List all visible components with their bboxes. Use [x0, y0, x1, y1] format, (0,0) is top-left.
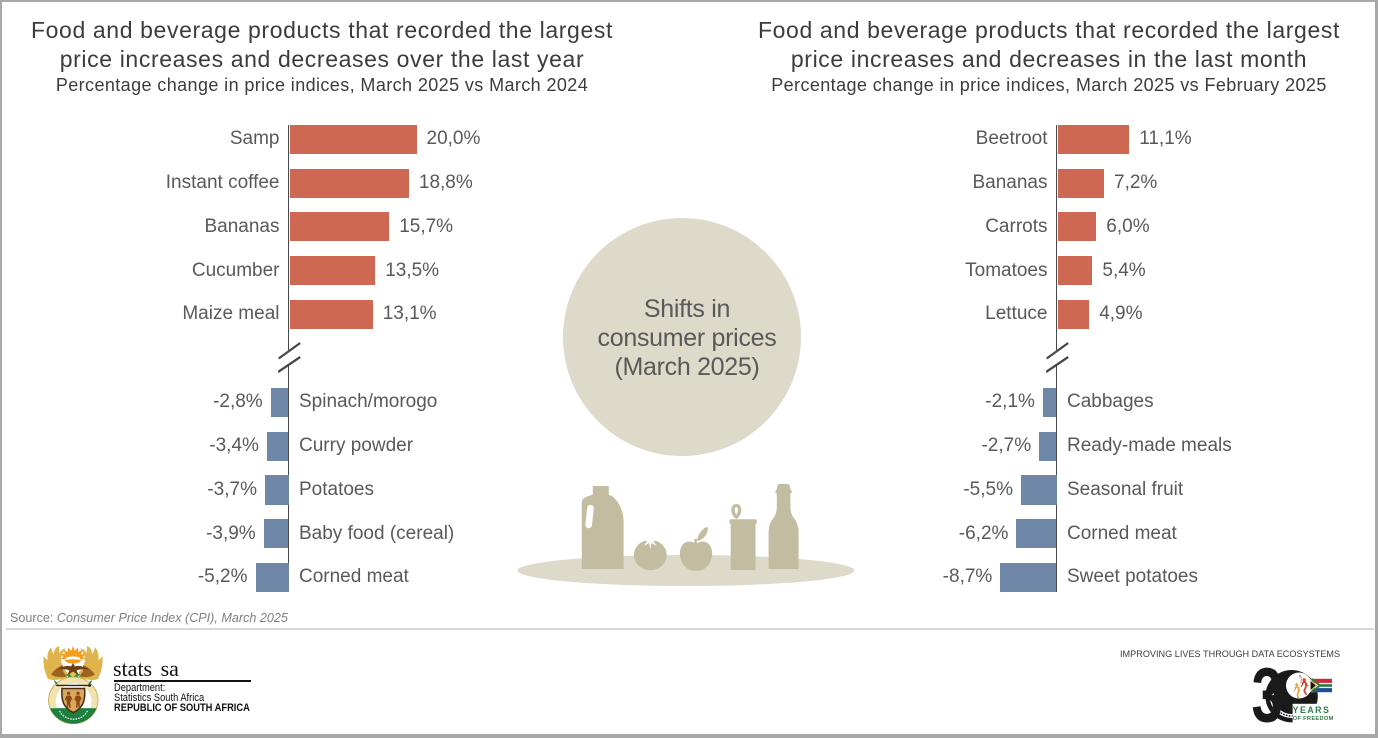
svg-text:3: 3 — [1251, 663, 1282, 725]
